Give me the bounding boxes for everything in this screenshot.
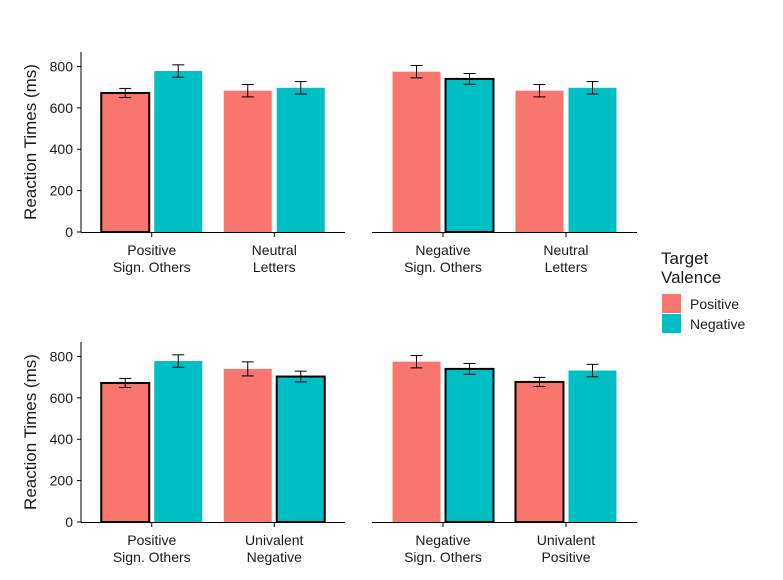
legend-title-line1: Target — [661, 249, 709, 268]
legend-title-line2: Valence — [661, 268, 721, 287]
y-tick-label: 400 — [50, 141, 74, 157]
y-tick-label: 200 — [50, 183, 74, 199]
bar-negative — [276, 87, 325, 232]
x-category-label: Sign. Others — [113, 549, 191, 565]
bar-negative — [154, 71, 203, 232]
legend: Target Valence Positive Negative — [661, 249, 745, 333]
x-category-label: Sign. Others — [113, 259, 191, 275]
bar-negative — [275, 375, 326, 523]
bar-positive — [223, 368, 272, 522]
y-tick-label: 800 — [50, 58, 74, 74]
bar-positive — [515, 90, 564, 232]
x-category-label: Sign. Others — [404, 549, 482, 565]
x-category-label: Positive — [127, 532, 176, 548]
y-tick-label: 200 — [50, 473, 74, 489]
x-category-label: Neutral — [252, 242, 297, 258]
bar-negative — [444, 77, 495, 234]
x-category-label: Letters — [545, 259, 588, 275]
bar-negative — [568, 87, 617, 232]
chart-panels: 0 200 400 600 800 Reaction Times (ms) Positive… — [21, 52, 637, 565]
y-tick-label: 600 — [50, 100, 74, 116]
legend-swatch-negative — [662, 314, 681, 333]
y-tick-label: 400 — [50, 431, 74, 447]
legend-label-negative: Negative — [690, 316, 745, 332]
bar-positive — [392, 361, 441, 522]
x-category-label: Negative — [415, 532, 470, 548]
x-category-label: Univalent — [537, 532, 595, 548]
bar-positive — [514, 380, 565, 523]
x-category-label: Letters — [253, 259, 296, 275]
x-category-label: Positive — [541, 549, 590, 565]
bar-negative — [444, 367, 495, 523]
bar-positive — [392, 71, 441, 232]
bar-negative — [154, 361, 203, 522]
y-axis-title: Reaction Times (ms) — [21, 354, 40, 510]
legend-swatch-positive — [662, 294, 681, 313]
panel-1: 0 200 400 600 800 Reaction Times (ms) Positive… — [21, 52, 345, 275]
y-tick-label: 600 — [50, 390, 74, 406]
y-axis-title: Reaction Times (ms) — [21, 64, 40, 220]
x-category-label: Univalent — [245, 532, 303, 548]
y-tick-label: 0 — [65, 514, 73, 530]
y-tick-label: 0 — [65, 224, 73, 240]
panel-3: 0 200 400 600 800 Reaction Times (ms) Positive… — [21, 342, 345, 565]
bar-positive — [100, 91, 151, 233]
x-category-label: Negative — [415, 242, 470, 258]
bar-positive — [223, 90, 272, 232]
x-category-label: Neutral — [543, 242, 588, 258]
bar-positive — [100, 381, 151, 523]
x-category-label: Sign. Others — [404, 259, 482, 275]
legend-label-positive: Positive — [690, 296, 739, 312]
x-category-label: Negative — [247, 549, 302, 565]
y-tick-label: 800 — [50, 348, 74, 364]
x-category-label: Positive — [127, 242, 176, 258]
bar-negative — [568, 370, 617, 522]
